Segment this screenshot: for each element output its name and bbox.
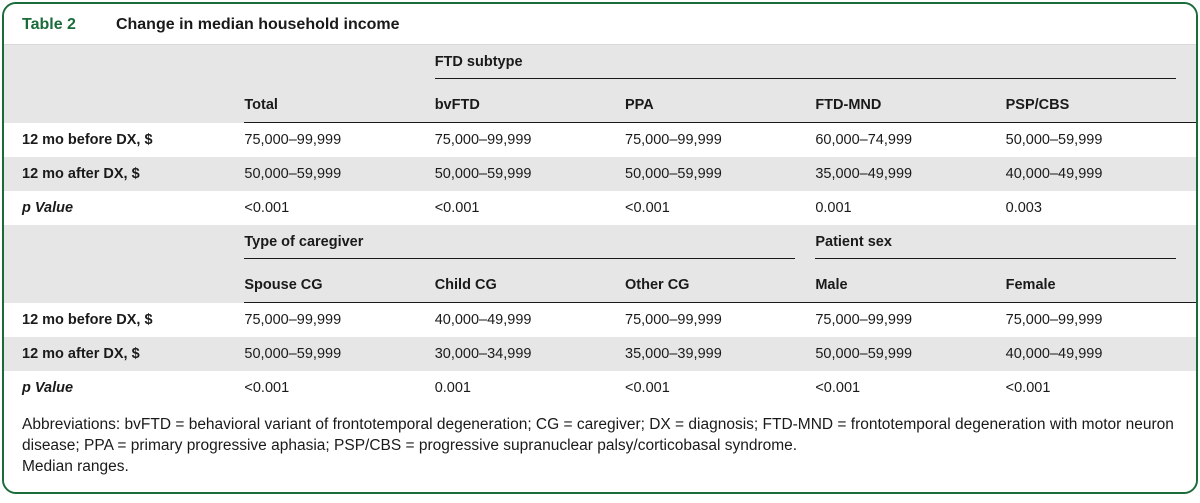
col-other-cg: Other CG [625,268,815,303]
col-spouse-cg: Spouse CG [244,268,434,303]
table-row: 12 mo after DX, $ 50,000–59,999 50,000–5… [4,157,1196,191]
cell: <0.001 [244,191,434,225]
row-label: 12 mo after DX, $ [4,337,244,371]
cell: 50,000–59,999 [435,157,625,191]
col-ftdmnd: FTD-MND [815,88,1005,123]
table-row: 12 mo before DX, $ 75,000–99,999 40,000–… [4,303,1196,338]
col-male: Male [815,268,1005,303]
cell: 75,000–99,999 [625,303,815,338]
section1-col-row: Total bvFTD PPA FTD-MND PSP/CBS [4,88,1196,123]
section2-group-row: Type of caregiver Patient sex [4,225,1196,268]
col-total: Total [244,88,434,123]
footnote-note: Median ranges. [22,457,1178,478]
cell: 75,000–99,999 [1006,303,1196,338]
cell: 75,000–99,999 [244,123,434,158]
blank [4,225,244,268]
income-table: FTD subtype Total bvFTD PPA FTD-MND PSP/… [4,45,1196,405]
group-caregiver: Type of caregiver [244,225,815,268]
blank [4,268,244,303]
table-titlebar: Table 2 Change in median household incom… [4,4,1196,45]
table-row: 12 mo after DX, $ 50,000–59,999 30,000–3… [4,337,1196,371]
cell: 50,000–59,999 [244,157,434,191]
section2-col-row: Spouse CG Child CG Other CG Male Female [4,268,1196,303]
cell: 35,000–39,999 [625,337,815,371]
table-number: Table 2 [22,16,76,34]
blank [244,45,434,88]
cell: 50,000–59,999 [244,337,434,371]
cell: 60,000–74,999 [815,123,1005,158]
cell: <0.001 [625,371,815,405]
cell: 0.003 [1006,191,1196,225]
row-label: p Value [4,371,244,405]
table-row: p Value <0.001 0.001 <0.001 <0.001 <0.00… [4,371,1196,405]
col-female: Female [1006,268,1196,303]
cell: <0.001 [244,371,434,405]
cell: 75,000–99,999 [244,303,434,338]
row-label: 12 mo after DX, $ [4,157,244,191]
blank [4,88,244,123]
cell: 0.001 [815,191,1005,225]
table-row: p Value <0.001 <0.001 <0.001 0.001 0.003 [4,191,1196,225]
cell: <0.001 [435,191,625,225]
table-card: Table 2 Change in median household incom… [2,2,1198,494]
cell: 30,000–34,999 [435,337,625,371]
row-label: 12 mo before DX, $ [4,123,244,158]
group-ftd-subtype: FTD subtype [435,45,1196,88]
col-ppa: PPA [625,88,815,123]
cell: 40,000–49,999 [1006,337,1196,371]
col-pspcbs: PSP/CBS [1006,88,1196,123]
cell: 50,000–59,999 [625,157,815,191]
blank [4,45,244,88]
cell: 0.001 [435,371,625,405]
cell: 40,000–49,999 [1006,157,1196,191]
cell: 50,000–59,999 [1006,123,1196,158]
row-label: p Value [4,191,244,225]
cell: <0.001 [1006,371,1196,405]
row-label: 12 mo before DX, $ [4,303,244,338]
cell: <0.001 [815,371,1005,405]
cell: 40,000–49,999 [435,303,625,338]
cell: 50,000–59,999 [815,337,1005,371]
table-row: 12 mo before DX, $ 75,000–99,999 75,000–… [4,123,1196,158]
cell: 75,000–99,999 [815,303,1005,338]
cell: 35,000–49,999 [815,157,1005,191]
cell: <0.001 [625,191,815,225]
cell: 75,000–99,999 [625,123,815,158]
table-title: Change in median household income [116,16,400,34]
group-patient-sex: Patient sex [815,225,1196,268]
col-bvftd: bvFTD [435,88,625,123]
col-child-cg: Child CG [435,268,625,303]
section1-group-row: FTD subtype [4,45,1196,88]
cell: 75,000–99,999 [435,123,625,158]
footnote-abbrev: Abbreviations: bvFTD = behavioral varian… [22,415,1178,457]
table-footnote: Abbreviations: bvFTD = behavioral varian… [4,405,1196,492]
